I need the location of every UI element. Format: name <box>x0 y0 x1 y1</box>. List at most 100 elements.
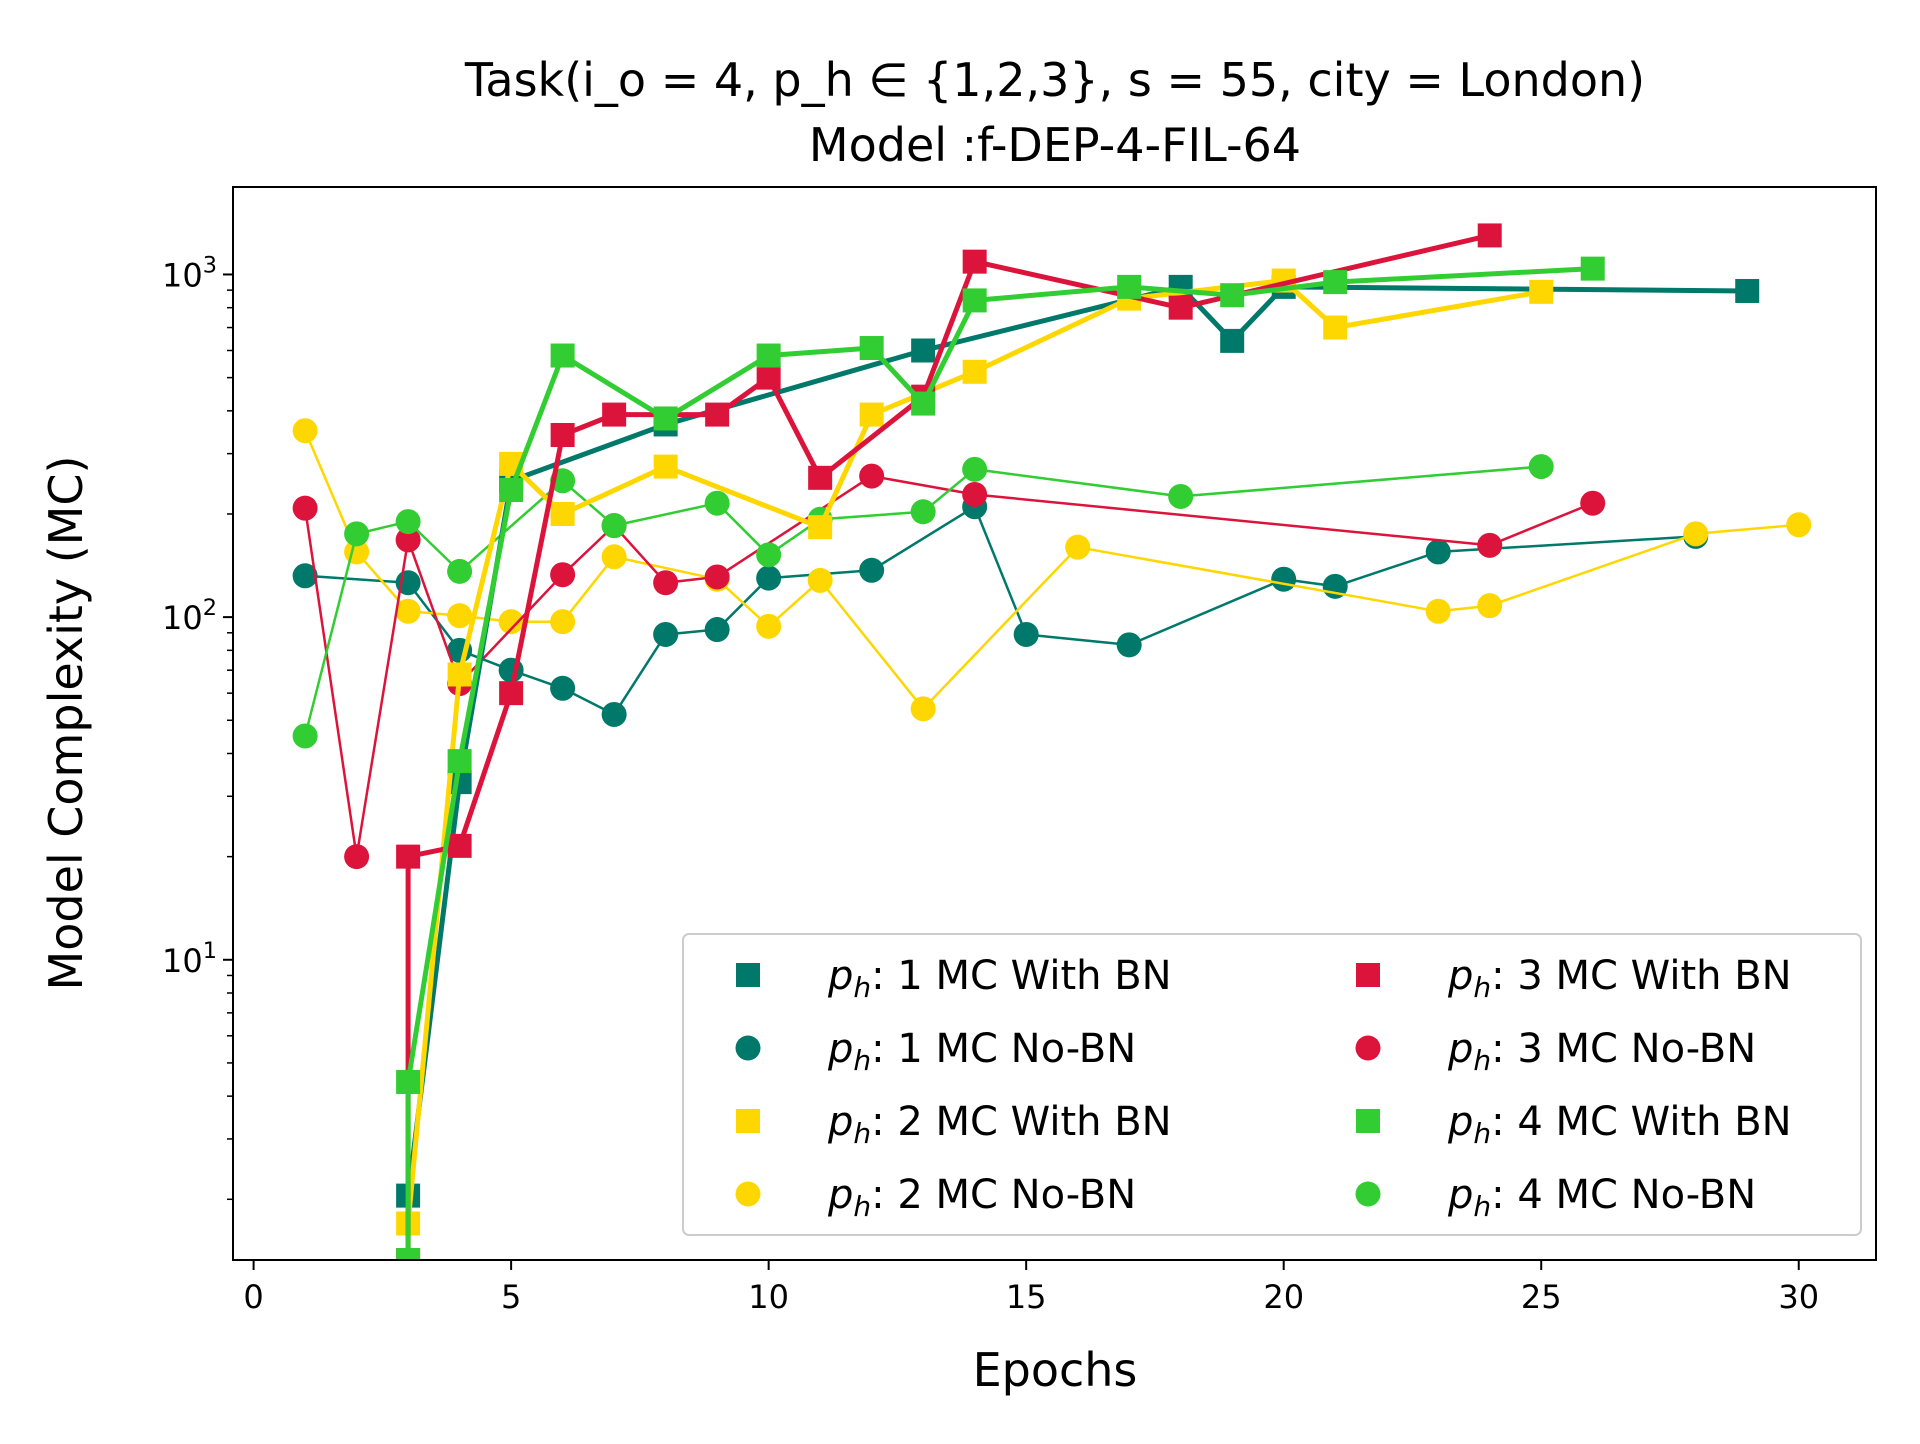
data-point-circle <box>1116 632 1142 658</box>
y-axis-label: Model Complexity (MC) <box>39 456 93 991</box>
data-point-circle <box>395 598 421 624</box>
data-point-circle <box>395 509 421 535</box>
data-point-circle <box>1786 512 1812 538</box>
data-point-square <box>911 391 936 416</box>
data-point-circle <box>1013 621 1039 647</box>
data-point-square <box>911 338 936 363</box>
data-point-circle <box>910 499 936 525</box>
data-point-circle <box>807 567 833 593</box>
data-point-square <box>447 749 472 774</box>
data-point-circle <box>1580 490 1606 516</box>
data-point-square <box>396 844 421 869</box>
legend-label: ph: 2 MC With BN <box>827 1099 1172 1150</box>
legend-label: ph: 4 MC No-BN <box>1447 1172 1756 1223</box>
x-tick-label: 10 <box>748 1278 789 1316</box>
data-point-square <box>962 359 987 384</box>
data-point-square <box>1168 295 1193 320</box>
data-point-square <box>499 681 524 706</box>
data-point-circle <box>601 544 627 570</box>
x-axis-label: Epochs <box>973 1343 1138 1397</box>
data-point-circle <box>859 463 885 489</box>
data-point-square <box>602 402 627 427</box>
series-5 <box>292 463 1606 870</box>
tick-layer: 0 5 10 15 20 25 30 101 102 103 <box>162 252 1819 1316</box>
data-point-circle <box>756 542 782 568</box>
data-point-circle <box>1271 566 1297 592</box>
legend-item: ph: 4 MC No-BN <box>1355 1172 1756 1223</box>
data-point-square <box>756 365 781 390</box>
data-point-circle <box>1425 539 1451 565</box>
x-tick-label: 15 <box>1006 1278 1047 1316</box>
chart-title-line2: Model :f-DEP-4-FIL-64 <box>809 118 1301 172</box>
data-point-circle <box>756 613 782 639</box>
data-point-circle <box>601 513 627 539</box>
data-point-circle <box>292 495 318 521</box>
data-point-square <box>499 477 524 502</box>
data-point-circle <box>498 609 524 635</box>
legend-marker-circle <box>1355 1181 1381 1207</box>
legend-label: ph: 1 MC With BN <box>827 953 1172 1004</box>
data-point-circle <box>1477 532 1503 558</box>
data-point-circle <box>962 481 988 507</box>
data-point-circle <box>1168 483 1194 509</box>
data-point-square <box>1529 279 1554 304</box>
data-point-circle <box>550 675 576 701</box>
data-point-square <box>396 1248 421 1260</box>
chart-title-line1: Task(i_o = 4, p_h ∈ {1,2,3}, s = 55, cit… <box>464 53 1645 107</box>
data-point-circle <box>962 456 988 482</box>
data-point-square <box>1220 283 1245 308</box>
legend-marker-circle <box>735 1181 761 1207</box>
data-point-square <box>1580 256 1605 281</box>
x-tick-label: 25 <box>1521 1278 1562 1316</box>
data-point-circle <box>910 696 936 722</box>
data-point-circle <box>1528 454 1554 480</box>
legend-item: ph: 3 MC No-BN <box>1355 1026 1756 1077</box>
legend-item: ph: 4 MC With BN <box>1356 1099 1792 1150</box>
data-point-circle <box>1425 598 1451 624</box>
data-point-square <box>705 402 730 427</box>
legend-item: ph: 1 MC With BN <box>736 953 1172 1004</box>
legend-item: ph: 1 MC No-BN <box>735 1026 1136 1077</box>
data-point-circle <box>292 563 318 589</box>
data-point-square <box>1735 278 1760 303</box>
plot-frame <box>232 186 1877 1261</box>
legend: ph: 1 MC With BN ph: 1 MC No-BN ph: 2 MC W… <box>682 933 1862 1236</box>
data-point-circle <box>653 570 679 596</box>
data-point-square <box>550 501 575 526</box>
x-tick-label: 30 <box>1778 1278 1819 1316</box>
data-point-square <box>1117 274 1142 299</box>
data-point-square <box>1323 315 1348 340</box>
legend-label: ph: 3 MC With BN <box>1447 953 1792 1004</box>
data-point-circle <box>756 565 782 591</box>
y-tick-label: 101 <box>162 938 217 980</box>
data-point-square <box>859 402 884 427</box>
data-point-circle <box>859 557 885 583</box>
y-tick-label: 103 <box>162 252 217 294</box>
data-point-circle <box>447 603 473 629</box>
y-tick-label: 102 <box>162 595 217 637</box>
data-point-circle <box>344 521 370 547</box>
x-tick-label: 20 <box>1263 1278 1304 1316</box>
legend-marker-circle <box>1355 1035 1381 1061</box>
data-point-circle <box>292 723 318 749</box>
data-point-square <box>808 515 833 540</box>
data-point-square <box>962 249 987 274</box>
legend-marker-square <box>1356 963 1380 987</box>
data-point-square <box>1477 223 1502 248</box>
legend-label: ph: 4 MC With BN <box>1447 1099 1792 1150</box>
data-point-square <box>550 343 575 368</box>
legend-marker-square <box>736 1109 760 1133</box>
data-point-square <box>447 833 472 858</box>
data-point-square <box>550 423 575 448</box>
series-line <box>405 266 1593 1260</box>
legend-frame <box>682 933 1862 1236</box>
data-point-circle <box>704 617 730 643</box>
x-tick-label: 5 <box>501 1278 521 1316</box>
data-point-square <box>653 454 678 479</box>
legend-marker-square <box>736 963 760 987</box>
data-point-circle <box>1065 534 1091 560</box>
series-6 <box>396 256 1605 1260</box>
data-point-circle <box>447 558 473 584</box>
